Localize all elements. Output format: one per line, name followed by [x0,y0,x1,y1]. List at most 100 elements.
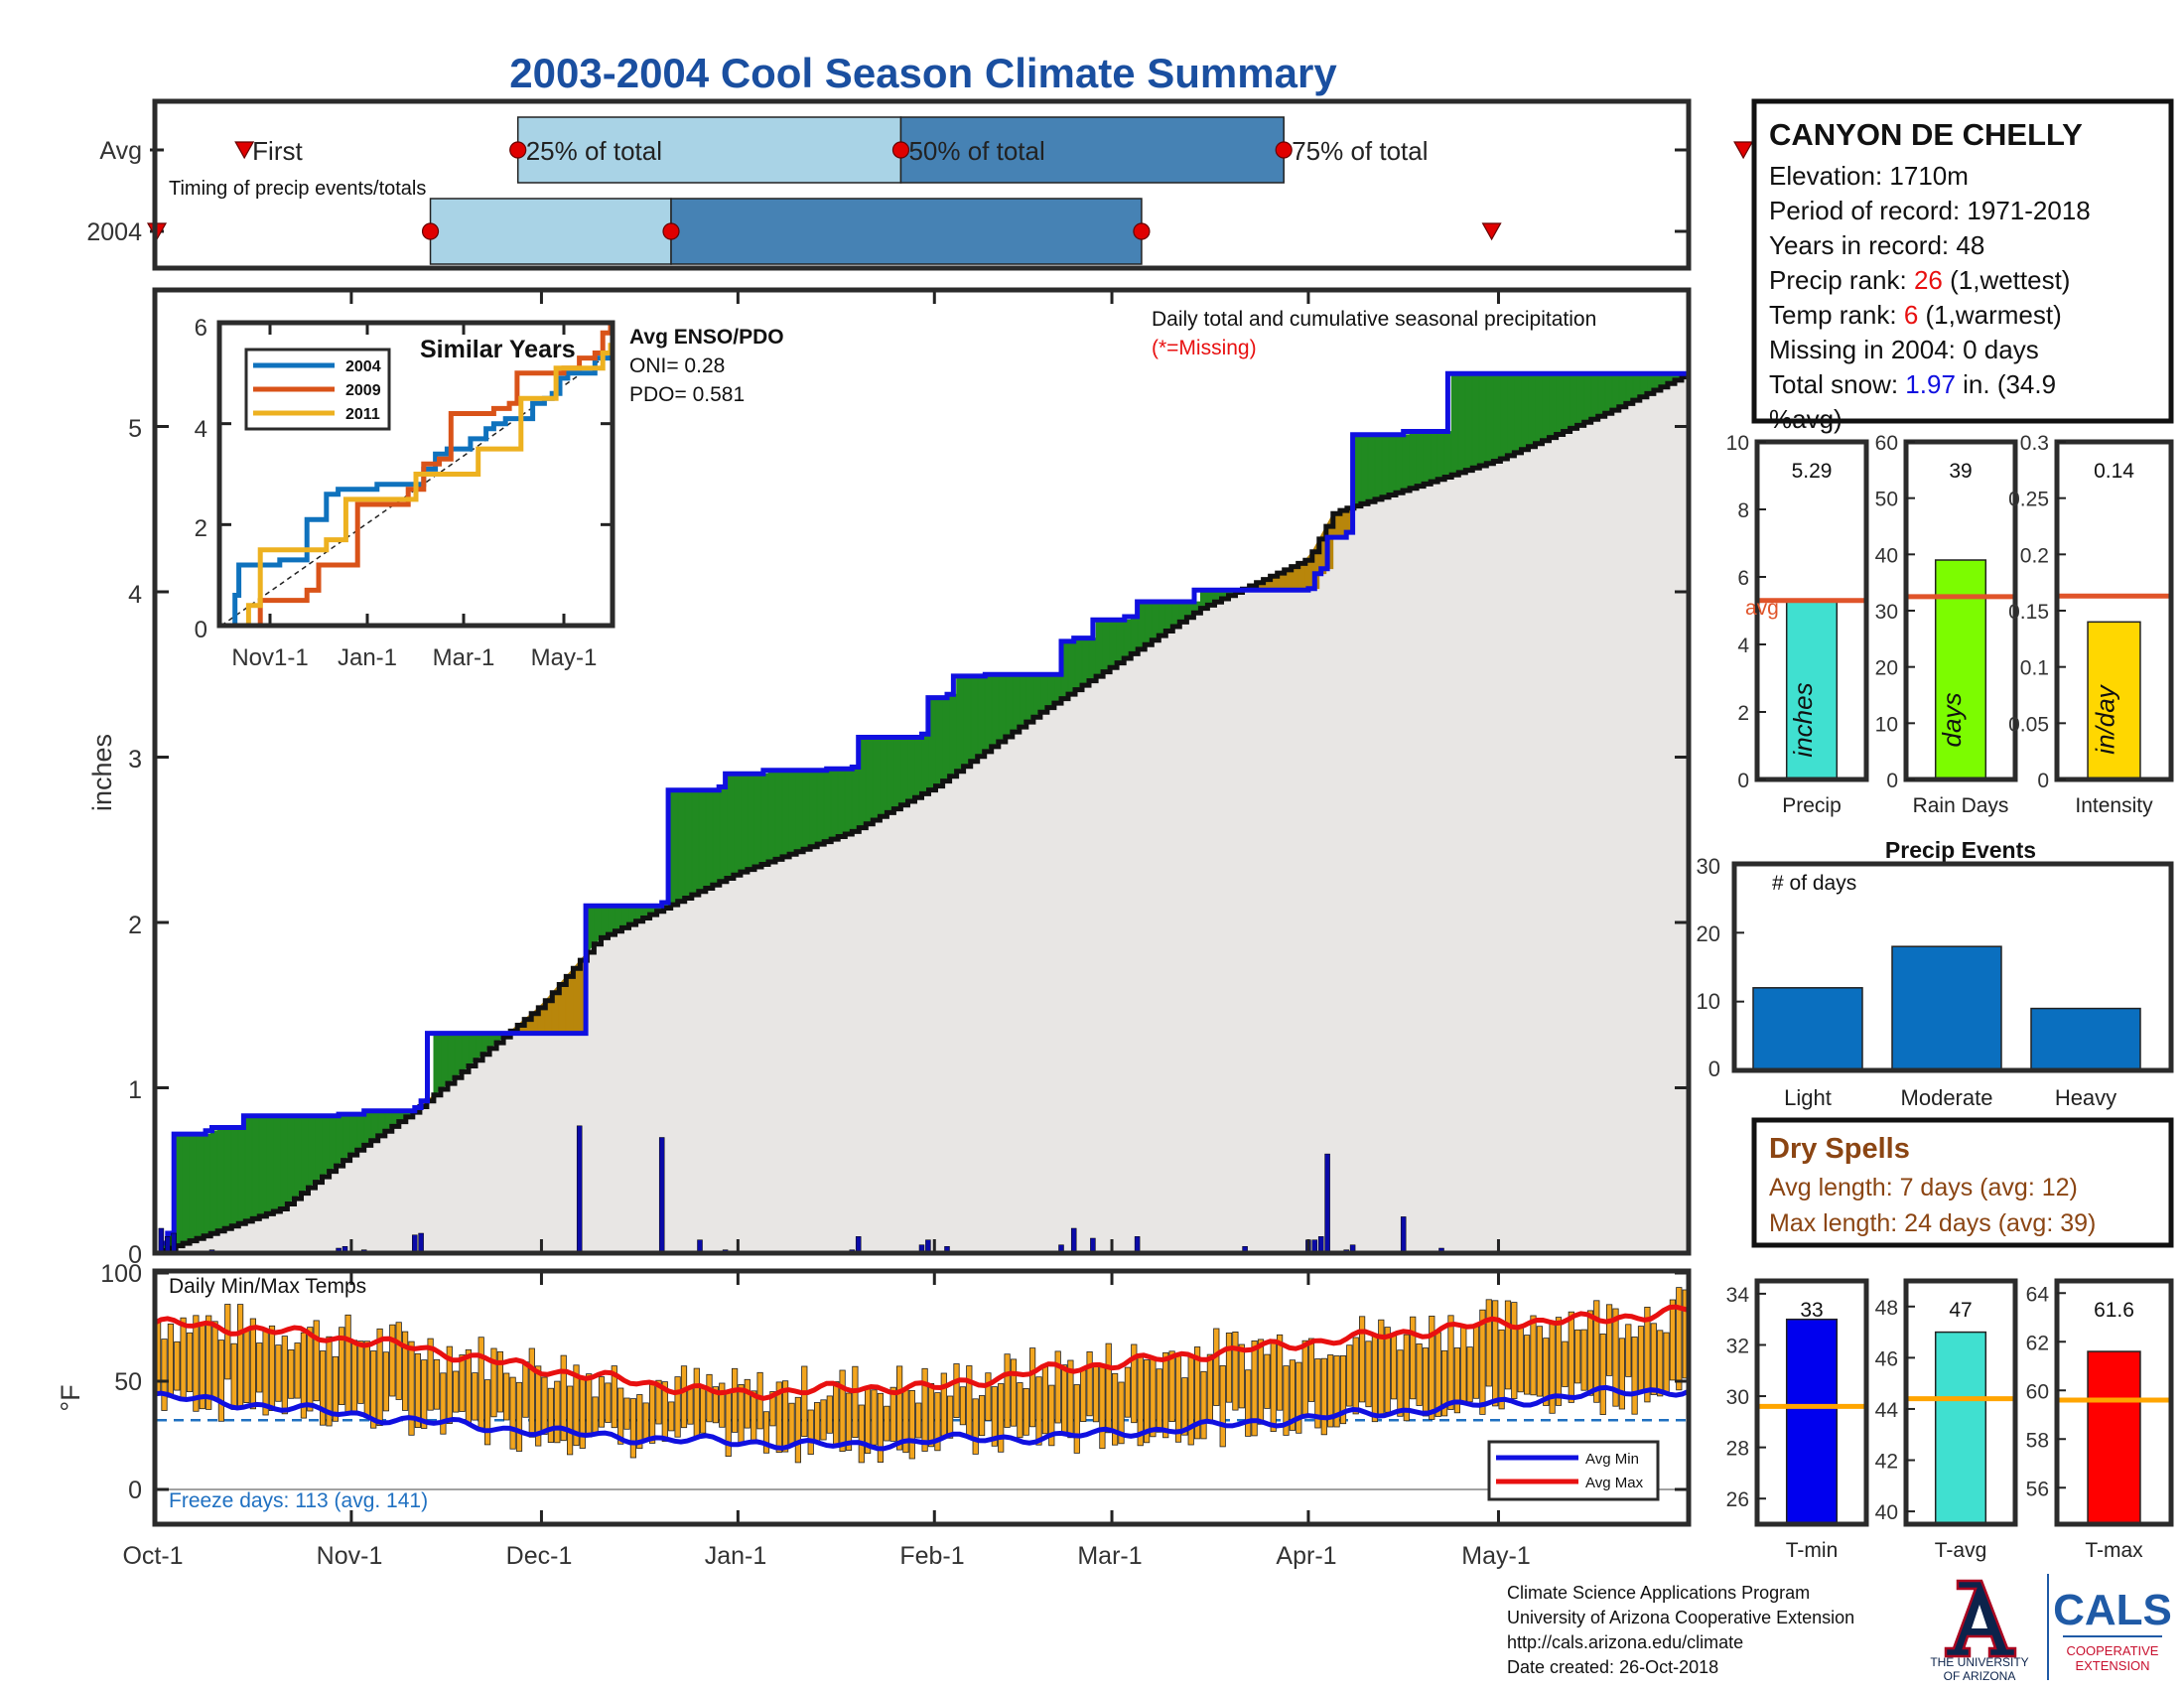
daily-temp-bar [732,1367,739,1433]
timing-avg-25pct-label: 25% of total [526,136,662,166]
missing-note: (*=Missing) [1152,337,1257,359]
departure-segment [1409,431,1418,490]
x-tick-jan: Jan-1 [705,1542,767,1570]
avg-min-line [154,1384,1691,1452]
daily-temp-bar [927,1383,935,1448]
daily-temp-bar [1352,1337,1359,1415]
departure-segment [949,693,957,777]
precip-tick-0: 0 [128,1241,142,1269]
departure-segment [1457,372,1466,474]
daily-temp-bar [382,1351,390,1412]
departure-segment [1570,372,1577,430]
departure-segment [1395,434,1404,494]
daily-temp-bar [554,1380,561,1444]
departure-segment [315,1115,323,1184]
intensity-unit-label: in/day [2091,683,2120,754]
rain-days-tick-label: 40 [1875,544,1898,567]
daily-temp-bar [1359,1316,1366,1403]
daily-temp-bar [1105,1342,1112,1434]
departure-segment [1436,431,1445,481]
departure-segment [677,789,686,903]
events-ylabel: # of days [1772,872,1856,895]
cals-logo: CALS COOPERATIVE EXTENSION [2053,1586,2172,1673]
departure-segment [1416,431,1425,488]
departure-segment [963,675,972,768]
departure-segment [1521,372,1529,451]
info-frame [1751,98,2174,424]
intensity-tick-label: 0 [2037,770,2049,792]
timing-avg-box-q2 [899,116,1285,184]
total-snow-value: 1.97 [1905,369,1956,399]
timing-2004-75pct-marker [1133,222,1151,240]
tavg-bar [1934,1331,1987,1525]
daily-temp-bar [991,1386,998,1447]
legend-2009-label: 2009 [345,382,381,399]
daily-temp-bar [1606,1304,1613,1376]
daily-temp-bar [363,1340,370,1419]
ua-logo-text2: OF ARIZONA [1944,1669,2016,1683]
daily-temp-bar [1080,1369,1087,1422]
intensity-bar [2087,621,2141,780]
timing-avg-50pct-marker [891,141,910,159]
temps-tick-100: 100 [100,1260,142,1288]
daily-temp-bar [1466,1346,1473,1403]
timing-panel: First 25% of total 50% of total 75% of tota… [86,98,1801,271]
daily-temp-bar [446,1345,453,1424]
departure-segment [698,789,707,893]
timing-avg-first-label: First [252,136,303,166]
daily-temp-bar [1676,1287,1683,1391]
daily-temp-bar [700,1387,707,1434]
daily-temp-bar [1410,1316,1417,1400]
daily-temp-bar [370,1350,377,1429]
tmin-tick-label: 26 [1726,1488,1749,1511]
daily-temp-bar [1365,1340,1372,1408]
daily-temp-bar [275,1344,282,1402]
daily-temp-bar [1543,1338,1550,1406]
precip-total-unit-label: inches [1788,682,1818,757]
daily-temp-bar [1599,1334,1606,1416]
temps-tick-0: 0 [128,1477,142,1504]
daily-temp-bar [1187,1354,1194,1446]
timing-2004-box-q1 [429,198,672,265]
daily-temp-bar [1194,1346,1201,1440]
daily-precip-bar [1400,1216,1407,1254]
tavg-tick-label: 46 [1875,1347,1898,1370]
departure-segment [322,1115,330,1178]
daily-temp-bar [820,1399,827,1441]
tmin-category-label: T-min [1786,1539,1839,1562]
daily-temp-bar [1574,1329,1581,1384]
daily-temp-bar [1447,1315,1454,1410]
daily-temp-bar [1118,1381,1125,1445]
precip-total-category-label: Precip [1782,794,1842,817]
departure-segment [914,737,922,798]
departure-segment [1471,372,1480,469]
tmax-value-text: 61.6 [2094,1299,2134,1322]
precip-total-tick-label: 4 [1737,635,1749,657]
daily-temp-bar [1264,1353,1271,1409]
daily-temp-bar [1453,1347,1460,1414]
daily-temp-bar [1593,1300,1600,1403]
daily-temp-bar [1390,1334,1398,1400]
daily-temp-bar [205,1315,212,1410]
departure-segment [1423,431,1432,485]
daily-temp-bar [1612,1308,1619,1407]
tmax-tick-label: 60 [2026,1380,2049,1403]
departure-segment [258,1115,267,1217]
daily-temp-bar [921,1367,928,1452]
cumulative-2004-line [155,370,1689,1256]
departure-segment [1590,372,1599,420]
daily-temp-bar [1416,1343,1423,1406]
departure-segment [273,1115,281,1212]
rain-days-category-label: Rain Days [1913,794,2009,817]
daily-temp-bar [1669,1299,1676,1381]
daily-temp-bar [307,1327,314,1412]
daily-temp-bar [1485,1299,1492,1387]
tmax-frame [2054,1278,2174,1527]
daily-temp-bar [744,1378,751,1429]
station-name: CANYON DE CHELLY [1769,117,2083,152]
daily-temp-bar [1162,1351,1169,1439]
rain-days-tick-label: 60 [1875,432,1898,455]
daily-temp-bar [465,1348,473,1425]
precip-small-bars: inches 5.29 0 2 4 6 8 10 Precip avg days 39 0 10 20 30 4… [1726,432,2174,817]
daily-precip-bar [165,1236,171,1254]
